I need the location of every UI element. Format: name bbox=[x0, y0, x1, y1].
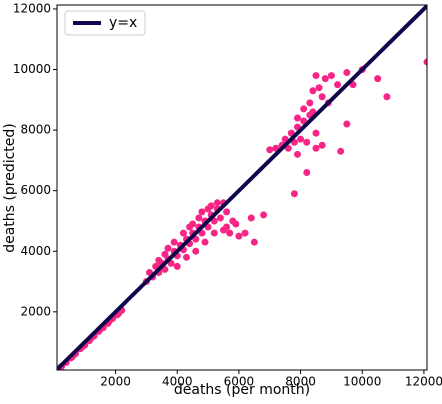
point bbox=[309, 87, 317, 95]
point bbox=[216, 214, 224, 222]
point bbox=[318, 141, 326, 149]
point bbox=[226, 229, 234, 237]
point bbox=[179, 229, 187, 237]
point bbox=[312, 144, 320, 152]
point bbox=[183, 253, 190, 261]
x-tick-label: 8000 bbox=[285, 375, 316, 389]
y-tick-label: 10000 bbox=[13, 62, 51, 76]
point bbox=[294, 114, 301, 122]
y-tick-label: 8000 bbox=[20, 123, 51, 137]
point bbox=[210, 229, 218, 237]
y-tick-label: 12000 bbox=[13, 1, 51, 15]
point bbox=[164, 244, 172, 252]
point bbox=[423, 58, 427, 66]
point bbox=[312, 72, 320, 80]
point bbox=[250, 238, 258, 246]
point bbox=[374, 75, 382, 83]
plot-frame bbox=[56, 4, 428, 371]
point bbox=[161, 250, 169, 258]
point bbox=[303, 169, 311, 177]
x-tick-label: 6000 bbox=[224, 375, 255, 389]
point bbox=[173, 262, 181, 270]
point bbox=[170, 238, 178, 246]
x-tick-label: 12000 bbox=[405, 375, 442, 389]
point bbox=[383, 93, 391, 101]
x-tick-label: 4000 bbox=[162, 375, 193, 389]
point bbox=[232, 220, 240, 228]
point bbox=[201, 238, 209, 246]
point bbox=[186, 223, 194, 231]
point bbox=[260, 211, 268, 219]
point bbox=[192, 247, 200, 255]
point bbox=[343, 120, 351, 128]
plot-area bbox=[57, 5, 427, 370]
x-tick-label: 2000 bbox=[100, 375, 131, 389]
point bbox=[318, 93, 326, 101]
y-tick-label: 6000 bbox=[20, 183, 51, 197]
point bbox=[247, 214, 255, 222]
point bbox=[213, 199, 221, 207]
legend-label: y=x bbox=[109, 15, 137, 31]
point bbox=[343, 69, 351, 77]
point bbox=[300, 105, 308, 113]
y-tick-label: 2000 bbox=[20, 304, 51, 318]
point bbox=[306, 99, 314, 107]
point bbox=[266, 146, 274, 154]
point bbox=[235, 232, 243, 240]
legend-box bbox=[64, 10, 146, 36]
point bbox=[204, 205, 212, 213]
point bbox=[303, 138, 311, 146]
x-axis-label: deaths (per month) bbox=[174, 382, 310, 398]
point bbox=[223, 208, 231, 216]
point bbox=[290, 190, 298, 198]
point bbox=[198, 208, 206, 216]
point bbox=[220, 226, 227, 234]
point bbox=[155, 256, 163, 264]
point bbox=[337, 147, 345, 155]
point bbox=[327, 72, 335, 80]
reference-line bbox=[57, 5, 427, 370]
point bbox=[241, 229, 249, 237]
point bbox=[294, 150, 301, 158]
point bbox=[321, 75, 329, 83]
y-tick-label: 4000 bbox=[20, 244, 51, 258]
point bbox=[334, 81, 342, 89]
point bbox=[312, 129, 320, 137]
x-tick-label: 10000 bbox=[343, 375, 381, 389]
point bbox=[195, 214, 203, 222]
point bbox=[315, 84, 323, 92]
y-axis-label: deaths (predicted) bbox=[2, 123, 18, 253]
point bbox=[297, 135, 305, 143]
